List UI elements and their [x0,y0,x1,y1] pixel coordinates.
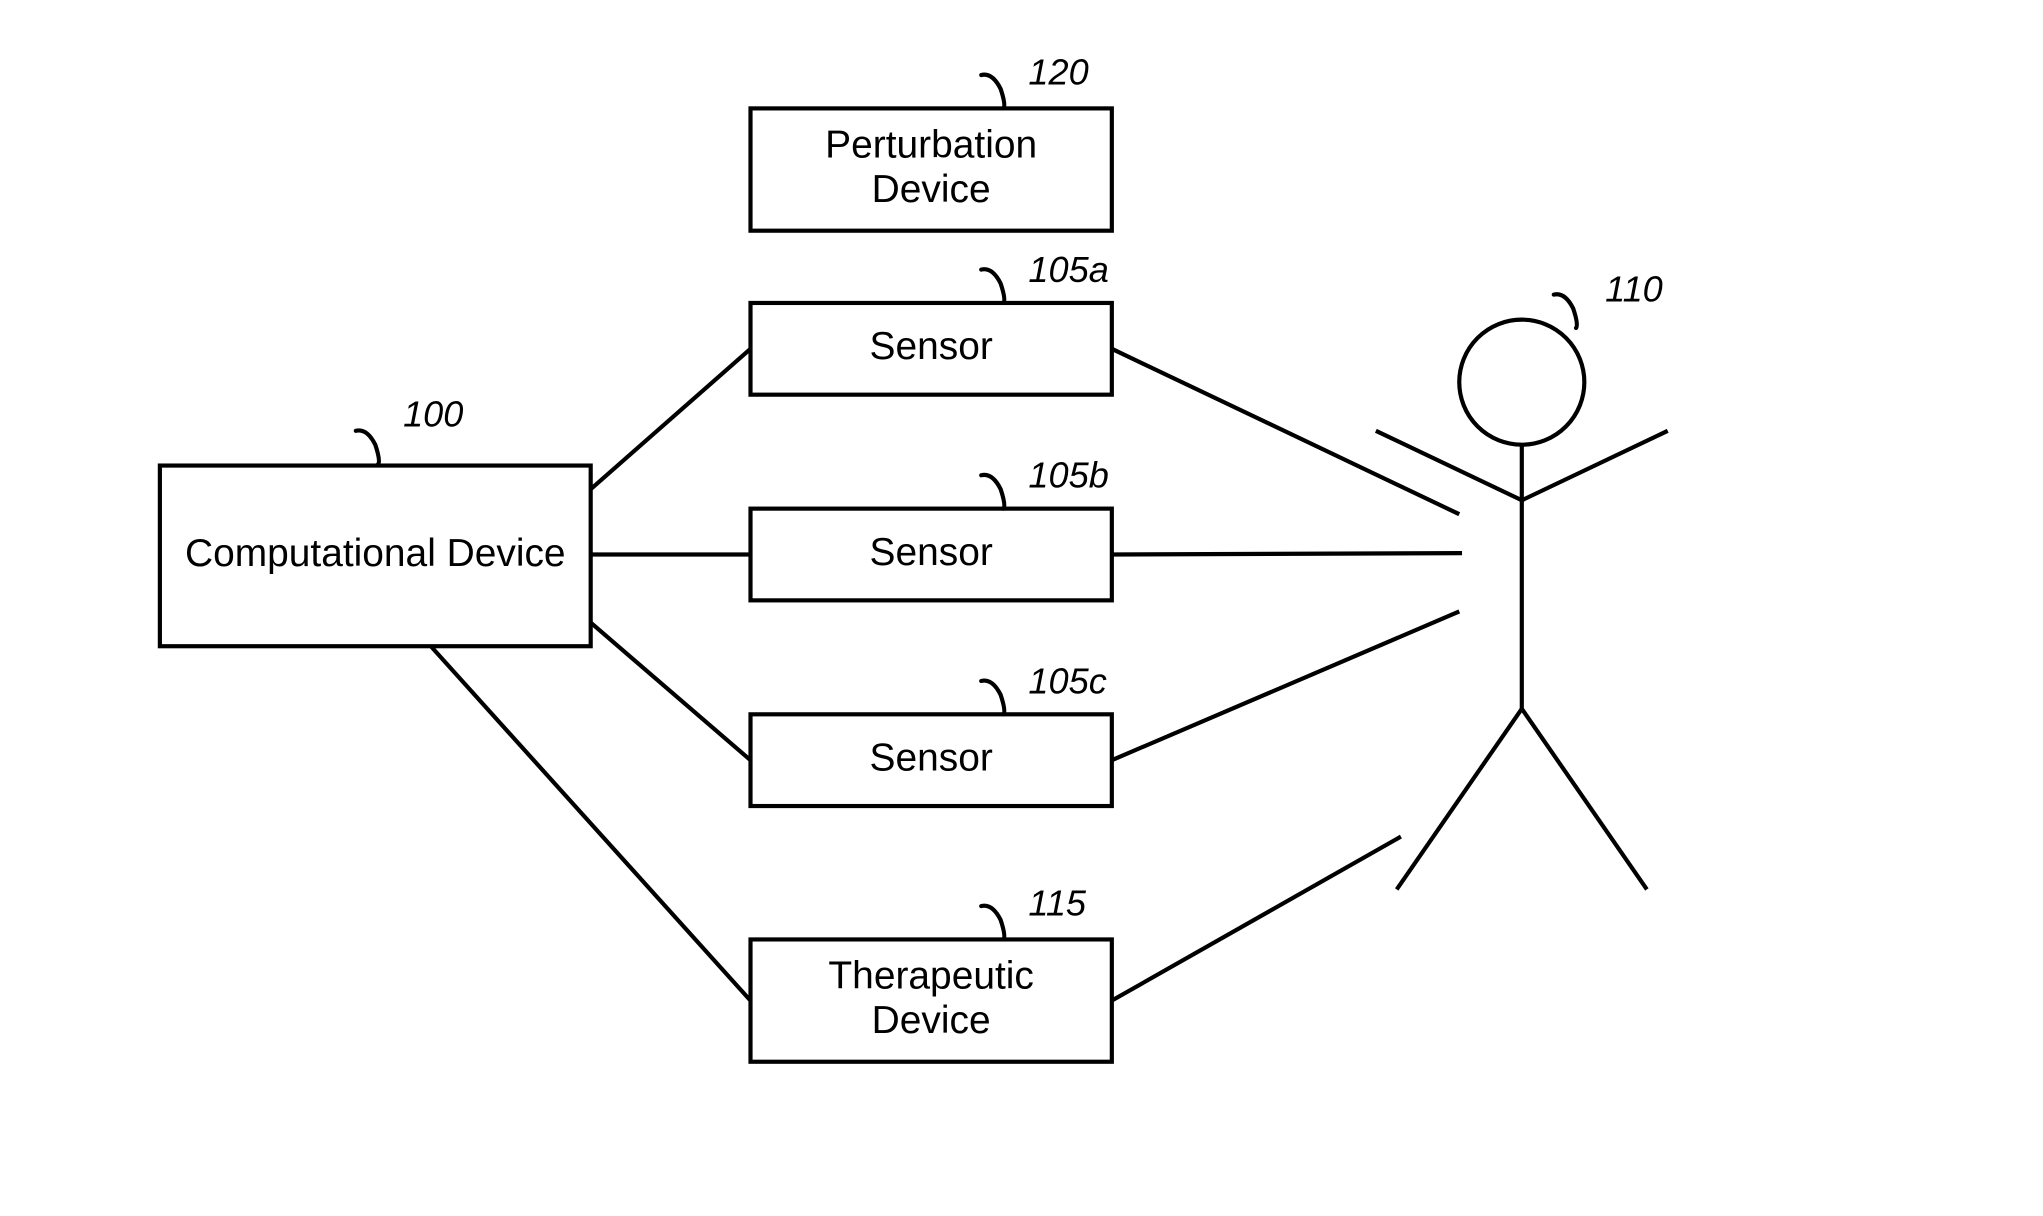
node-sensB: Sensor 105b [751,455,1112,601]
node-label: Sensor [870,736,993,779]
node-refnum: 120 [1028,52,1088,93]
edge [1112,611,1459,760]
edge [1112,837,1401,1001]
edges-group [431,349,1462,1001]
edge [1112,349,1459,514]
figure-head [1459,320,1584,445]
node-label: Perturbation [825,123,1037,166]
node-label: Therapeutic [828,955,1033,998]
node-label: Device [872,999,991,1042]
edge [431,646,751,1000]
node-pert: PerturbationDevice 120 [751,52,1112,231]
node-label: Sensor [870,325,993,368]
node-label: Computational Device [185,532,566,575]
node-ther: TherapeuticDevice 115 [751,883,1112,1062]
figure-leg_r [1522,709,1647,890]
node-refnum: 105b [1028,455,1108,496]
diagram-canvas: Computational Device100PerturbationDevic… [0,0,2043,1216]
edge [591,349,751,489]
node-refnum: 105a [1028,249,1108,290]
node-refnum: 105c [1028,660,1106,701]
figure-refnum: 110 [1605,268,1663,309]
stick-figure [1376,320,1668,890]
edge [591,623,751,761]
node-sensC: Sensor 105c [751,660,1112,806]
edge [1112,553,1462,554]
node-refnum: 115 [1028,883,1087,924]
figure-leg_l [1397,709,1522,890]
node-label: Device [872,168,991,211]
node-sensA: Sensor 105a [751,249,1112,395]
node-label: Sensor [870,531,993,574]
node-comp: Computational Device 100 [160,393,591,646]
node-refnum: 100 [403,393,463,434]
